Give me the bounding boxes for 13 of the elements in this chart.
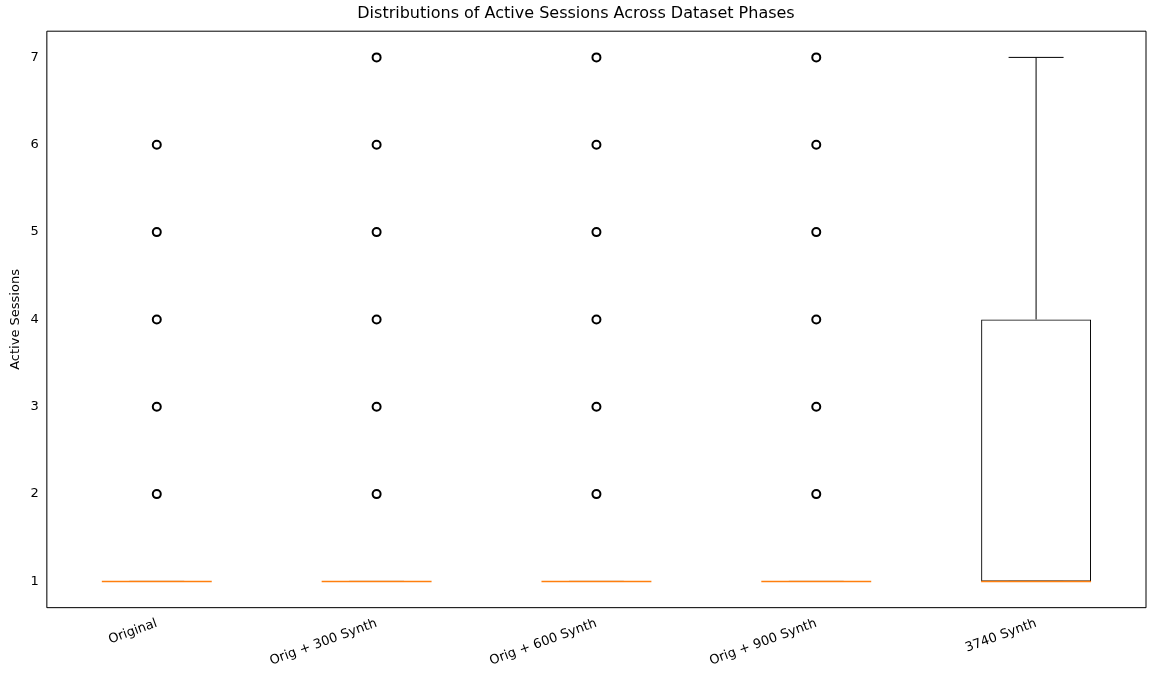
x-tick-label: 3740 Synth — [962, 614, 1039, 655]
y-tick-label: 4 — [30, 310, 39, 326]
x-tick-label: Orig + 900 Synth — [707, 614, 819, 668]
y-tick-label: 1 — [30, 572, 39, 588]
y-tick-label: 5 — [30, 223, 39, 239]
y-axis-title: Active Sessions — [7, 268, 23, 370]
y-tick-label: 2 — [30, 485, 39, 501]
y-tick-label: 6 — [30, 136, 39, 152]
y-tick-label: 3 — [30, 398, 39, 414]
y-tick-label: 7 — [30, 48, 39, 64]
chart-title: Distributions of Active Sessions Across Dataset Phases — [357, 2, 795, 22]
x-tick-label: Orig + 300 Synth — [267, 614, 379, 668]
x-tick-label: Orig + 600 Synth — [487, 614, 599, 668]
